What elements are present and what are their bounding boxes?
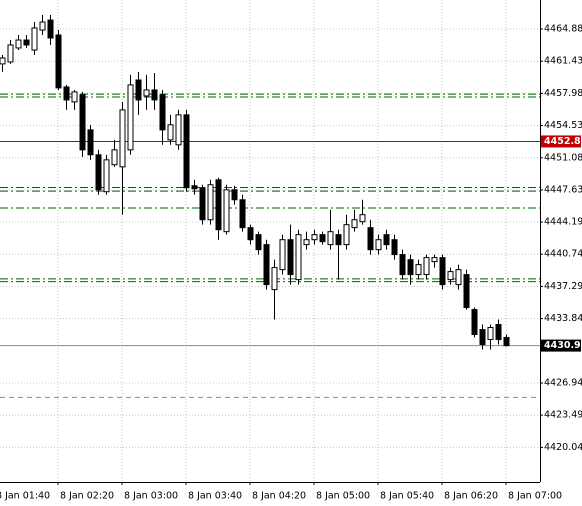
candle-body: [375, 239, 382, 251]
candle-body: [167, 124, 174, 141]
candle-body: [135, 79, 142, 101]
candle-body: [15, 39, 22, 49]
candle-body: [399, 254, 406, 276]
candle-body: [7, 44, 14, 63]
x-tick-label: 8 Jan 03:00: [124, 491, 178, 502]
candle-body: [231, 189, 238, 201]
price-tag: [541, 339, 581, 352]
y-tick-label: 4454.53: [544, 120, 582, 131]
candle-body: [287, 239, 294, 276]
candle-body: [239, 199, 246, 229]
candle-body: [487, 326, 494, 341]
candle-body: [303, 239, 310, 246]
candle-body: [159, 94, 166, 131]
y-tick-label: 4451.08: [544, 152, 582, 163]
price-tag-label: 4430.95: [544, 340, 582, 351]
candle-body: [47, 19, 54, 39]
y-tick-label: 4423.49: [544, 410, 582, 421]
y-tick-label: 4433.84: [544, 313, 582, 324]
candle-body: [127, 84, 134, 151]
candle-body: [31, 27, 38, 51]
candle-body: [207, 184, 214, 221]
candle-body: [343, 224, 350, 246]
y-tick-label: 4444.19: [544, 217, 582, 228]
candle-body: [103, 159, 110, 193]
y-tick-label: 4447.63: [544, 184, 582, 195]
candle-body: [407, 259, 414, 276]
candle-body: [191, 185, 198, 190]
candle-body: [367, 227, 374, 251]
candle-body: [183, 114, 190, 189]
x-tick-label: 8 Jan 03:40: [188, 491, 242, 502]
candle-body: [199, 187, 206, 221]
y-tick-label: 4440.74: [544, 249, 582, 260]
candle-body: [223, 189, 230, 233]
plot-area: [0, 0, 540, 482]
candle-body: [79, 94, 86, 151]
candle-body: [439, 257, 446, 286]
candle-body: [0, 57, 6, 65]
candle-body: [215, 179, 222, 231]
candle-body: [279, 239, 286, 271]
x-tick-label: 8 Jan 06:20: [444, 491, 498, 502]
candle-body: [415, 264, 422, 276]
candle-body: [463, 274, 470, 309]
candle-body: [431, 257, 438, 263]
candle-body: [455, 269, 462, 286]
candle-body: [55, 34, 62, 89]
candle-body: [359, 214, 366, 223]
x-tick-label: 8 Jan 07:00: [508, 491, 562, 502]
candle-body: [247, 227, 254, 241]
candle-body: [95, 154, 102, 191]
y-tick-label: 4457.98: [544, 88, 582, 99]
price-tag: [541, 135, 581, 148]
candle-body: [119, 109, 126, 168]
y-tick-label: 4420.04: [544, 442, 582, 453]
candle-body: [263, 244, 270, 286]
candle-body: [471, 309, 478, 335]
candle-body: [495, 324, 502, 341]
y-tick-label: 4464.88: [544, 24, 582, 35]
candle-body: [447, 271, 454, 281]
candle-body: [143, 89, 150, 97]
candle-body: [383, 234, 390, 246]
candle-body: [271, 267, 278, 291]
candle-body: [71, 91, 78, 103]
candle-body: [327, 231, 334, 246]
x-tick-label: 8 Jan 02:20: [60, 491, 114, 502]
y-tick-label: 4426.94: [544, 378, 582, 389]
y-tick-label: 4461.43: [544, 56, 582, 67]
candle-body: [479, 329, 486, 345]
x-tick-label: 8 Jan 01:40: [0, 491, 50, 502]
candle-body: [423, 257, 430, 276]
x-tick-label: 8 Jan 05:40: [380, 491, 434, 502]
candle-body: [335, 234, 342, 246]
price-tag-label: 4452.83: [544, 136, 582, 147]
candle-body: [295, 234, 302, 281]
candle-body: [503, 336, 510, 347]
candle-body: [311, 234, 318, 241]
candle-body: [319, 234, 326, 243]
candle-body: [351, 219, 358, 229]
candle-body: [151, 89, 158, 101]
candle-body: [111, 149, 118, 166]
candle-body: [255, 234, 262, 251]
candle-body: [39, 21, 46, 31]
candle-body: [175, 114, 182, 146]
candle-body: [23, 39, 30, 46]
candle-body: [63, 86, 70, 101]
candle-body: [391, 239, 398, 256]
candle-body: [87, 129, 94, 156]
y-tick-label: 4437.29: [544, 281, 582, 292]
x-tick-label: 8 Jan 04:20: [252, 491, 306, 502]
x-tick-label: 8 Jan 05:00: [316, 491, 370, 502]
